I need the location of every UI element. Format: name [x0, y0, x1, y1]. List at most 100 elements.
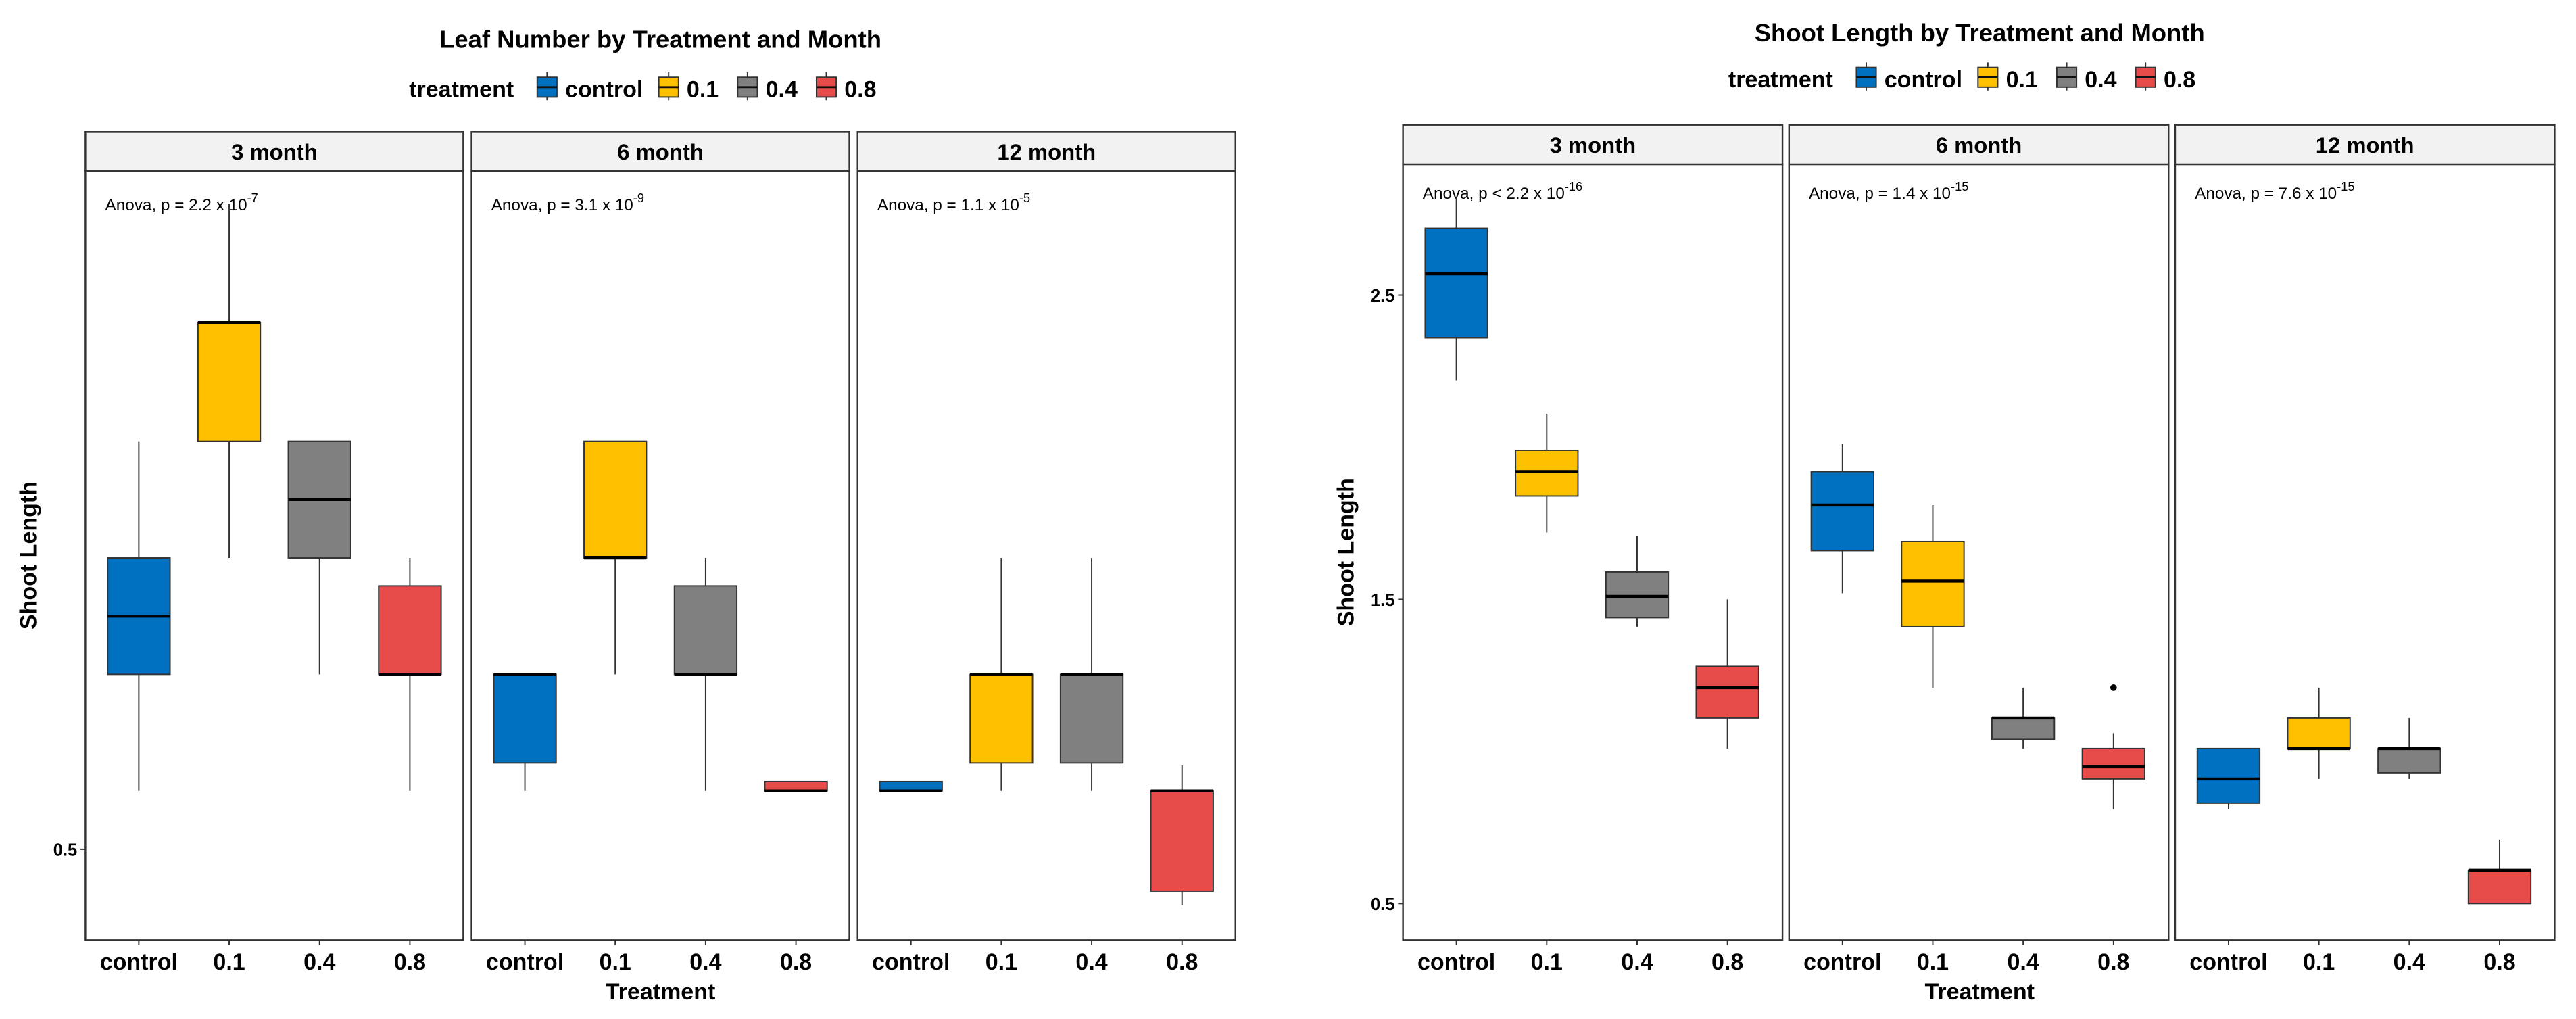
y-axis-title: Shoot Length	[1334, 478, 1359, 626]
box-control	[1810, 444, 1874, 594]
x-tick-label: 0.1	[1917, 949, 1949, 975]
box-01	[969, 558, 1034, 791]
box-iqr	[1605, 571, 1670, 619]
box-04	[287, 440, 351, 675]
legend-key-01	[658, 72, 679, 101]
box-iqr	[1424, 227, 1488, 339]
y-axis-title: Shoot Length	[16, 481, 41, 630]
facet-strip	[1402, 124, 1784, 166]
panel-border	[84, 170, 464, 941]
box-iqr	[2287, 717, 2351, 749]
box-08	[1150, 765, 1214, 905]
legend-key-04	[2056, 62, 2078, 91]
box-iqr	[197, 321, 262, 442]
legend: treatment control 0.1 0.4 0.8	[409, 72, 877, 102]
legend-label: 0.8	[2164, 67, 2195, 93]
y-tick-label: 0.5	[53, 841, 77, 860]
box-iqr	[1991, 717, 2056, 740]
box-08	[2467, 839, 2532, 905]
box-iqr	[2196, 747, 2261, 804]
y-tick-label: 2.5	[1371, 287, 1394, 306]
leaf-number-chart: Leaf Number by Treatment and Month treatm…	[16, 25, 1236, 1005]
x-tick-label: control	[872, 949, 950, 975]
legend-title: treatment	[1728, 67, 1833, 93]
anova-exponent: -16	[1565, 180, 1582, 193]
box-iqr	[2081, 747, 2145, 780]
facet-strip-label: 6 month	[1936, 133, 2022, 158]
legend-key-01	[1977, 62, 1999, 91]
x-tick-label: control	[1803, 949, 1881, 975]
x-tick-label: 0.8	[394, 949, 426, 975]
legend-label: control	[1885, 67, 1962, 93]
box-iqr	[1150, 790, 1214, 892]
anova-exponent: -15	[2337, 180, 2354, 193]
box-04	[1605, 535, 1670, 627]
box-04	[673, 558, 738, 791]
box-04	[1059, 558, 1124, 791]
x-tick-label: 0.4	[2007, 949, 2039, 975]
x-tick-label: control	[1417, 949, 1495, 975]
outlier-point	[2110, 684, 2117, 691]
panel-border	[470, 170, 850, 941]
box-08	[1695, 599, 1759, 749]
y-tick-label: 1.5	[1371, 591, 1394, 610]
legend-label: 0.1	[687, 76, 719, 102]
x-tick-label: 0.4	[1621, 949, 1653, 975]
facet-strip-label: 3 month	[1550, 133, 1636, 158]
panel-border	[2174, 163, 2556, 941]
box-iqr	[673, 585, 738, 676]
chart-title: Leaf Number by Treatment and Month	[439, 25, 881, 53]
box-control	[493, 673, 557, 791]
box-01	[1901, 504, 1965, 688]
legend-key-08	[2135, 62, 2156, 91]
x-tick-label: 0.1	[600, 949, 631, 975]
facet-strip-label: 12 month	[2316, 133, 2414, 158]
legend-key-08	[815, 72, 837, 101]
x-tick-label: 0.1	[1531, 949, 1563, 975]
x-tick-label: 0.8	[780, 949, 812, 975]
x-tick-label: 0.8	[1711, 949, 1743, 975]
box-iqr	[493, 673, 557, 764]
box-iqr	[1515, 450, 1579, 497]
box-iqr	[378, 585, 442, 676]
facet-strip-label: 12 month	[997, 139, 1096, 164]
legend-key-control	[1855, 62, 1877, 91]
box-01	[197, 204, 262, 559]
box-08	[2081, 684, 2145, 809]
x-tick-label: control	[100, 949, 178, 975]
box-iqr	[583, 440, 648, 559]
anova-exponent: -9	[633, 191, 644, 205]
legend-label: 0.1	[2006, 67, 2038, 93]
x-tick-label: 0.4	[1075, 949, 1107, 975]
x-tick-label: 0.4	[2393, 949, 2425, 975]
anova-exponent: -15	[1951, 180, 1968, 193]
box-iqr	[2377, 747, 2441, 774]
box-iqr	[1810, 471, 1874, 552]
x-axis-title: Treatment	[606, 979, 716, 1005]
x-tick-label: control	[2189, 949, 2267, 975]
x-tick-label: 0.8	[2097, 949, 2129, 975]
facet-strip	[2174, 124, 2556, 166]
box-iqr	[969, 673, 1034, 764]
box-01	[2287, 687, 2351, 779]
legend-key-control	[536, 72, 558, 101]
box-01	[1515, 413, 1579, 533]
legend-label: control	[565, 76, 643, 102]
facet-strip-label: 3 month	[231, 139, 318, 164]
box-control	[879, 780, 943, 792]
box-control	[1424, 197, 1488, 381]
legend-label: 0.4	[2085, 67, 2116, 93]
box-04	[2377, 717, 2441, 779]
legend-title: treatment	[409, 76, 514, 102]
box-control	[2196, 747, 2261, 809]
box-01	[583, 440, 648, 675]
x-tick-label: 0.8	[1166, 949, 1198, 975]
x-tick-label: 0.4	[689, 949, 721, 975]
shoot-length-chart: Shoot Length by Treatment and Month treat…	[1334, 19, 2556, 1005]
box-iqr	[2467, 869, 2532, 905]
panel-border	[1788, 163, 2170, 941]
x-axis-title: Treatment	[1924, 979, 2035, 1005]
